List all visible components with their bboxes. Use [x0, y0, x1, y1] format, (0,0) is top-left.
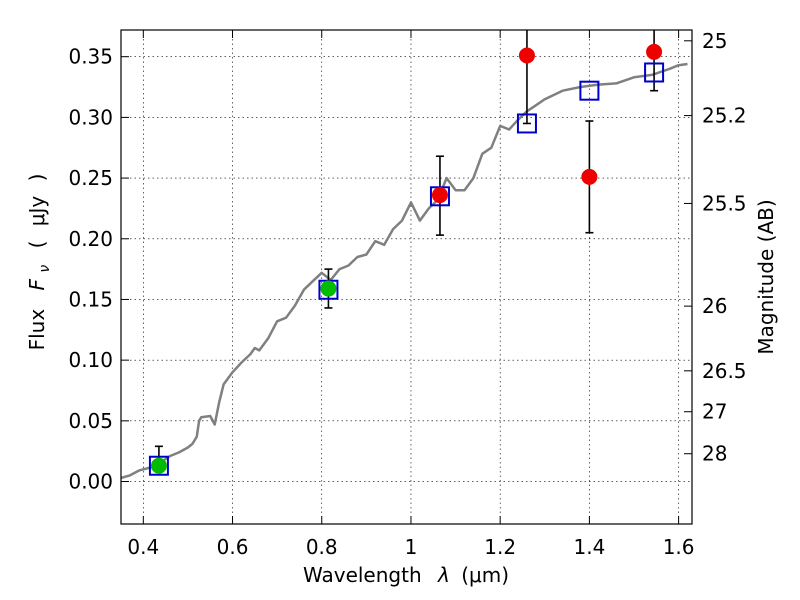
- x-tick-label: 0.8: [306, 535, 338, 559]
- y-axis-label: Flux F ν ( μJy ): [25, 174, 54, 351]
- x-tick-label: 1.6: [663, 535, 695, 559]
- x-axis-label-symbol: λ: [437, 563, 450, 587]
- y2-tick-label: 28: [702, 442, 727, 466]
- x-tick-label: 1.2: [484, 535, 516, 559]
- model-flux-square: [516, 113, 537, 134]
- plot-background: [121, 30, 692, 524]
- y-tick-label: 0.10: [68, 348, 113, 372]
- model-flux-square: [148, 455, 169, 476]
- x-axis-label-prefix: Wavelength: [303, 563, 422, 587]
- x-axis-label-unit: (μm): [461, 563, 509, 587]
- y2-tick-label: 26: [702, 294, 727, 318]
- y-tick-label: 0.30: [68, 105, 113, 129]
- x-tick-label: 1: [405, 535, 418, 559]
- y-tick-label: 0.25: [68, 166, 113, 190]
- model-flux-square: [644, 62, 665, 83]
- x-tick-label: 1.4: [573, 535, 605, 559]
- x-tick-label: 0.6: [217, 535, 249, 559]
- model-flux-square: [579, 80, 600, 101]
- y2-tick-label: 27: [702, 400, 727, 424]
- y-tick-label: 0.15: [68, 287, 113, 311]
- y-axis-label-close: ): [25, 174, 49, 182]
- y2-tick-label: 26.5: [702, 359, 747, 383]
- grid-lines: [121, 30, 692, 524]
- y2-tick-label: 25.2: [702, 104, 747, 128]
- x-tick-label: 0.4: [127, 535, 159, 559]
- y-axis-label-subscript: ν: [37, 265, 53, 273]
- y-tick-label: 0.00: [68, 470, 113, 494]
- plot-frame: [120, 29, 693, 525]
- y-axis-label-prefix: Flux: [25, 309, 49, 351]
- observed-flux-point: [431, 187, 448, 204]
- y-tick-label: 0.20: [68, 227, 113, 251]
- y-axis-label-open: (: [25, 241, 49, 249]
- observed-flux-point: [320, 280, 337, 297]
- y-tick-label: 0.35: [68, 45, 113, 69]
- model-spectrum-line: [120, 62, 688, 480]
- data-series: [120, 30, 688, 480]
- y-axis-label-symbol: F: [25, 278, 49, 290]
- y2-tick-label: 25: [702, 29, 727, 53]
- observed-flux-point: [646, 43, 663, 60]
- x-axis-label: Wavelength λ (μm): [303, 563, 509, 587]
- axis-ticks: [121, 30, 692, 524]
- observed-flux-point: [518, 47, 535, 64]
- tick-labels: 0.4 0.6 0.8 1 1.2 1.4 1.6 0.00 0.05 0.10 0.15 0.20 0…: [68, 29, 746, 559]
- observed-flux-point: [581, 168, 598, 185]
- observed-flux-point: [150, 457, 167, 474]
- y2-axis-label: Magnitude (AB): [754, 199, 778, 354]
- y2-tick-label: 25.5: [702, 191, 747, 215]
- y-axis-label-unit: μJy: [25, 196, 49, 227]
- y-tick-label: 0.05: [68, 409, 113, 433]
